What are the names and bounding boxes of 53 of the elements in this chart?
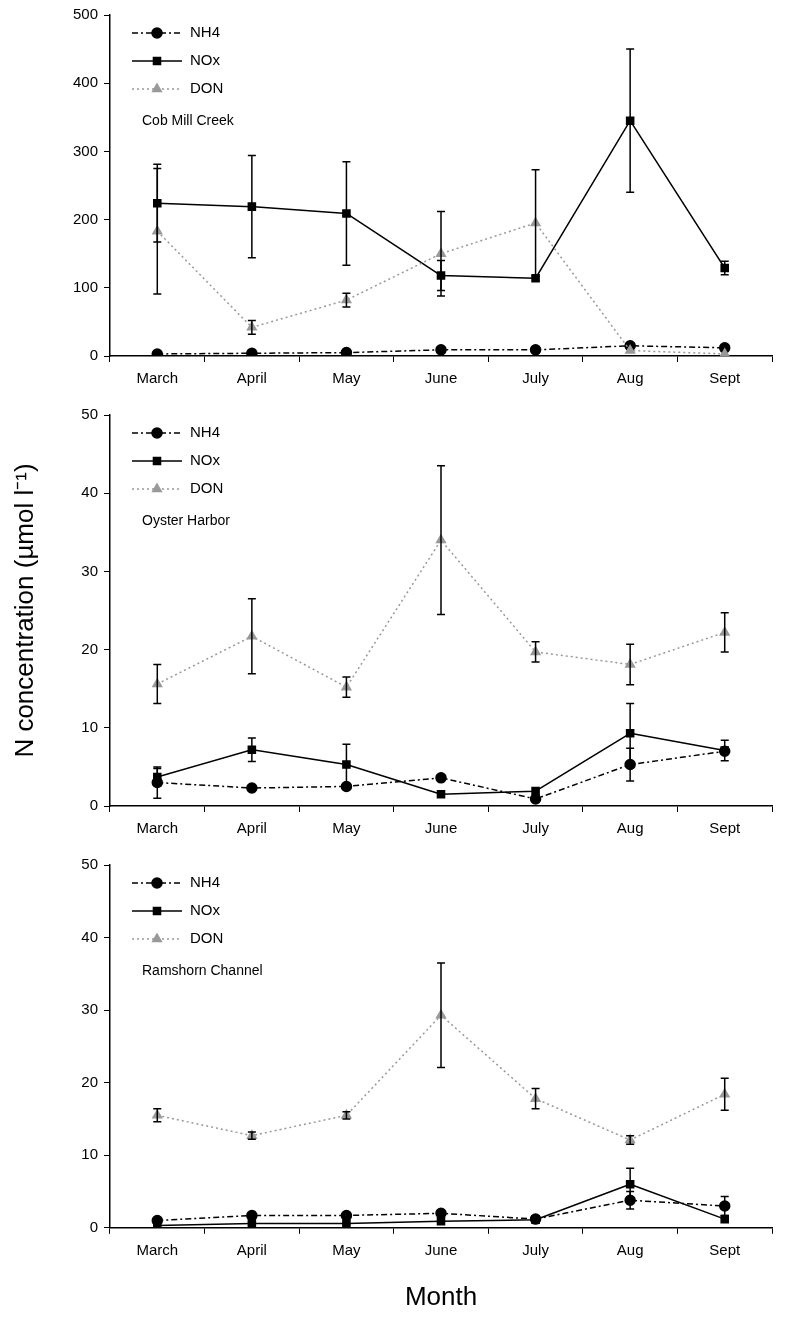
y-axis-title: N concentration (µmol l⁻¹) [8, 463, 39, 758]
y-tick-label: 20 [81, 639, 98, 657]
y-tick-label: 10 [81, 1145, 98, 1163]
y-tick-label: 0 [89, 346, 98, 364]
legend-label: NOx [190, 901, 221, 919]
x-tick-label: April [236, 369, 267, 387]
x-tick-label: May [332, 1240, 362, 1258]
legend-label: NH4 [190, 23, 221, 41]
y-tick-label: 40 [81, 927, 98, 945]
y-tick-label: 300 [72, 141, 98, 159]
legend-label: DON [190, 929, 224, 947]
legend-label: DON [190, 79, 224, 97]
legend-label: NOx [190, 51, 221, 69]
y-tick-label: 0 [89, 796, 98, 814]
x-axis-title: Month [404, 1280, 478, 1311]
y-tick-label: 30 [81, 1000, 98, 1018]
x-tick-label: March [136, 819, 179, 837]
y-tick-label: 50 [81, 405, 98, 423]
annotation: Cob Mill Creek [142, 111, 235, 128]
x-tick-label: April [236, 819, 267, 837]
y-tick-label: 10 [81, 717, 98, 735]
x-tick-label: April [236, 1240, 267, 1258]
x-tick-label: Aug [616, 369, 644, 387]
x-tick-label: May [332, 369, 362, 387]
y-tick-label: 0 [89, 1217, 98, 1235]
legend-label: NOx [190, 451, 221, 469]
x-tick-label: Aug [616, 819, 644, 837]
annotation: Oyster Harbor [142, 511, 231, 528]
x-tick-label: June [424, 369, 458, 387]
y-tick-label: 50 [81, 855, 98, 873]
y-tick-label: 30 [81, 561, 98, 579]
y-tick-label: 100 [72, 277, 98, 295]
x-tick-label: July [522, 1240, 550, 1258]
x-tick-label: June [424, 1240, 458, 1258]
annotation: Ramshorn Channel [142, 961, 263, 978]
x-tick-label: Sept [709, 1240, 741, 1258]
x-tick-label: July [522, 819, 550, 837]
x-tick-label: March [136, 369, 179, 387]
y-tick-label: 20 [81, 1072, 98, 1090]
legend-label: NH4 [190, 423, 221, 441]
x-tick-label: March [136, 1240, 179, 1258]
x-tick-label: July [522, 369, 550, 387]
legend-label: DON [190, 479, 224, 497]
x-tick-label: Aug [616, 1240, 644, 1258]
x-tick-label: May [332, 819, 362, 837]
legend-label: NH4 [190, 873, 221, 891]
y-tick-label: 500 [72, 5, 98, 23]
y-tick-label: 200 [72, 209, 98, 227]
y-tick-label: 400 [72, 73, 98, 91]
y-tick-label: 40 [81, 483, 98, 501]
x-tick-label: Sept [709, 819, 741, 837]
x-tick-label: Sept [709, 369, 741, 387]
x-tick-label: June [424, 819, 458, 837]
